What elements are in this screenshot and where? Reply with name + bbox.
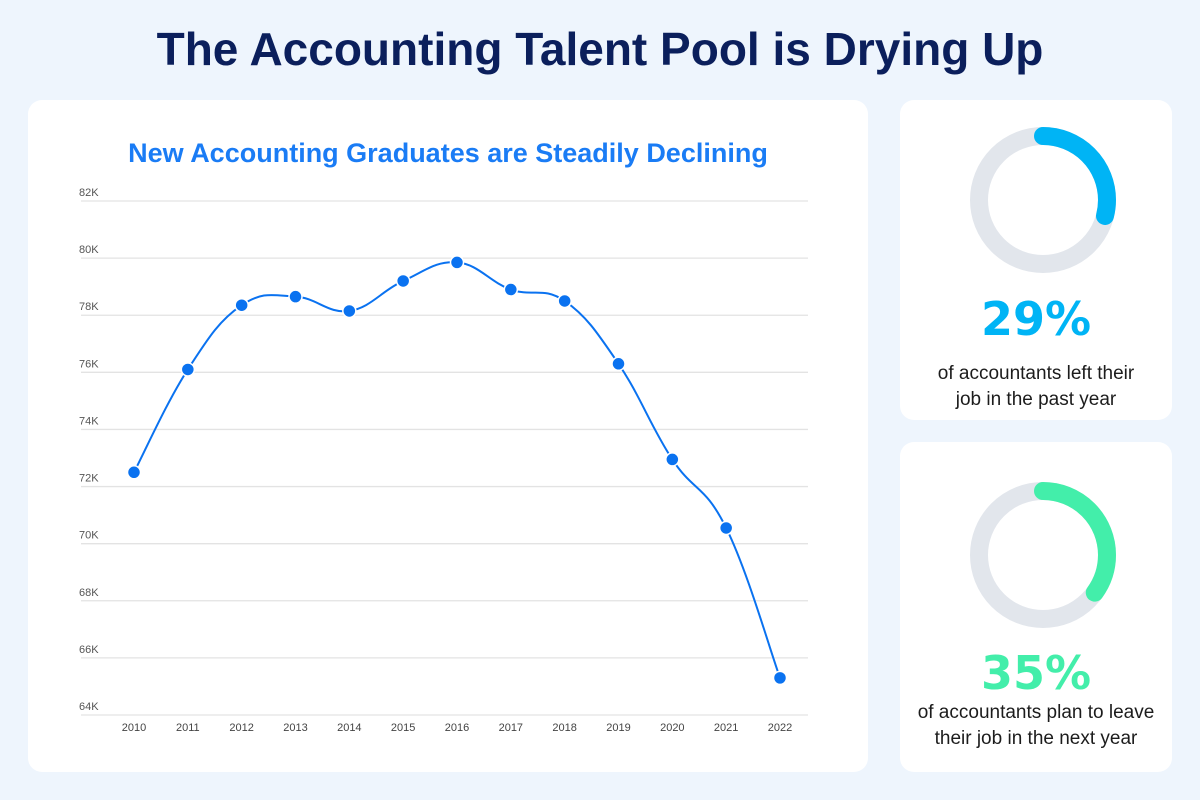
- x-tick-label: 2017: [499, 722, 523, 734]
- y-tick-label: 68K: [79, 587, 99, 599]
- page-title: The Accounting Talent Pool is Drying Up: [156, 23, 1044, 75]
- data-point: [234, 297, 249, 313]
- x-tick-label: 2019: [606, 722, 630, 734]
- data-point: [772, 670, 788, 686]
- x-tick-label: 2021: [714, 722, 738, 734]
- data-point: [718, 520, 734, 536]
- y-tick-label: 78K: [79, 301, 99, 313]
- data-point: [126, 465, 142, 480]
- ring-progress: [970, 482, 1116, 628]
- data-point: [503, 282, 519, 297]
- x-tick-label: 2020: [660, 722, 684, 734]
- stat-description-line2: job in the past year: [955, 389, 1117, 410]
- series-line: [133, 261, 781, 679]
- x-tick-label: 2012: [229, 722, 253, 734]
- data-point: [288, 289, 303, 304]
- y-tick-label: 64K: [79, 701, 99, 713]
- stat-card-plan-leave: 35% of accountants plan to leave their j…: [900, 442, 1172, 772]
- data-point: [557, 293, 572, 309]
- donut-ring-35: [970, 482, 1116, 628]
- x-tick-label: 2011: [176, 722, 200, 734]
- y-tick-label: 76K: [79, 358, 99, 370]
- x-tick-label: 2015: [391, 722, 415, 734]
- stat-percent: 35%: [980, 646, 1092, 700]
- chart-title: New Accounting Graduates are Steadily De…: [128, 138, 768, 168]
- y-tick-label: 80K: [79, 244, 99, 256]
- x-tick-label: 2018: [552, 722, 576, 734]
- stat-card-left-job: 29% of accountants left their job in the…: [900, 100, 1172, 420]
- stat-description-line2: their job in the next year: [934, 728, 1138, 749]
- data-point: [180, 362, 196, 377]
- y-tick-label: 82K: [79, 187, 99, 199]
- y-tick-label: 66K: [79, 644, 99, 656]
- chart-card: New Accounting Graduates are Steadily De…: [28, 100, 868, 772]
- line-chart: 64K 66K 68K 70K 72K 74K 76K 78K 80K 82K 2010 2011 20…: [79, 187, 808, 734]
- stat-description-line1: of accountants plan to leave: [917, 702, 1155, 723]
- y-tick-label: 70K: [79, 530, 99, 542]
- y-tick-label: 74K: [79, 415, 99, 427]
- stat-description-line1: of accountants left their: [937, 363, 1135, 384]
- data-point: [449, 255, 465, 270]
- x-tick-label: 2010: [122, 722, 146, 734]
- data-point: [665, 452, 680, 467]
- donut-ring-29: [970, 127, 1116, 273]
- x-tick-label: 2014: [337, 722, 361, 734]
- x-tick-label: 2013: [283, 722, 307, 734]
- y-tick-label: 72K: [79, 473, 99, 485]
- stat-percent: 29%: [980, 292, 1092, 346]
- data-point: [611, 356, 626, 372]
- data-point: [395, 273, 411, 289]
- x-tick-label: 2016: [445, 722, 469, 734]
- data-point: [342, 303, 357, 319]
- x-tick-label: 2022: [768, 722, 792, 734]
- ring-progress: [970, 127, 1116, 273]
